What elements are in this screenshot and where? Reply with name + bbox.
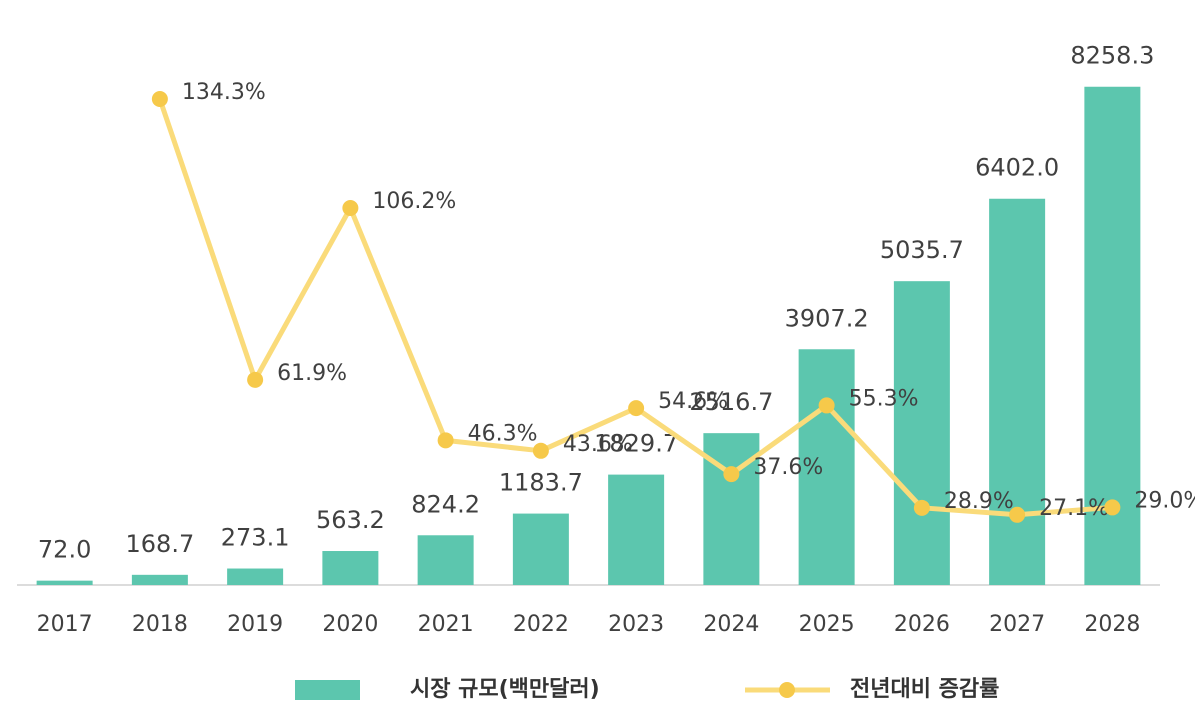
data-label: 72.0 — [38, 536, 91, 564]
data-label: 37.6% — [753, 455, 823, 480]
data-label: 27.1% — [1039, 496, 1109, 521]
data-label: 1183.7 — [499, 469, 583, 497]
data-label: 563.2 — [316, 506, 385, 534]
data-label: 1829.7 — [594, 430, 678, 458]
data-label: 28.9% — [944, 489, 1014, 514]
data-label: 168.7 — [126, 530, 195, 558]
line-marker — [532, 442, 549, 459]
bar — [512, 513, 569, 585]
x-tick-label: 2020 — [322, 612, 378, 637]
x-tick-label: 2023 — [608, 612, 664, 637]
line-marker — [437, 432, 454, 449]
legend-swatch-bar — [295, 680, 360, 700]
bar — [703, 433, 760, 585]
bar — [36, 580, 93, 585]
bar — [417, 535, 474, 585]
x-tick-label: 2028 — [1084, 612, 1140, 637]
data-label: 61.9% — [277, 361, 347, 386]
legend-label: 시장 규모(백만달러) — [410, 677, 600, 702]
data-label: 6402.0 — [975, 154, 1059, 182]
bar — [798, 349, 855, 585]
data-label: 3907.2 — [785, 304, 869, 332]
line-marker — [151, 91, 168, 108]
data-label: 273.1 — [221, 524, 290, 552]
bar — [322, 551, 379, 585]
line-marker — [342, 200, 359, 217]
data-label: 2516.7 — [689, 388, 773, 416]
x-tick-label: 2022 — [513, 612, 569, 637]
x-tick-label: 2019 — [227, 612, 283, 637]
line-marker — [818, 397, 835, 414]
bar — [608, 474, 665, 585]
data-label: 8258.3 — [1070, 42, 1154, 70]
bar — [989, 198, 1046, 585]
data-label: 106.2% — [372, 189, 456, 214]
bar — [227, 568, 284, 585]
line-marker — [723, 466, 740, 483]
bar — [893, 281, 950, 585]
data-label: 43.6% — [563, 432, 633, 457]
data-label: 46.3% — [468, 421, 538, 446]
x-tick-label: 2026 — [894, 612, 950, 637]
line-marker — [1009, 506, 1026, 523]
x-tick-label: 2027 — [989, 612, 1045, 637]
x-tick-label: 2025 — [799, 612, 855, 637]
data-label: 55.3% — [849, 386, 919, 411]
line-marker — [247, 371, 264, 388]
x-tick-label: 2024 — [703, 612, 759, 637]
line-marker — [913, 499, 930, 516]
x-tick-label: 2017 — [37, 612, 93, 637]
data-label: 824.2 — [411, 490, 480, 518]
legend-label: 전년대비 증감률 — [850, 677, 999, 702]
x-tick-label: 2021 — [418, 612, 474, 637]
legend-swatch-marker — [779, 682, 795, 698]
legend: 시장 규모(백만달러) 전년대비 증감률 — [295, 677, 999, 702]
data-label: 54.6% — [658, 389, 728, 414]
x-tick-label: 2018 — [132, 612, 188, 637]
data-label: 134.3% — [182, 80, 266, 105]
bar — [131, 574, 188, 585]
line-marker — [628, 400, 645, 417]
line-marker — [1104, 499, 1121, 516]
data-label: 29.0% — [1134, 488, 1195, 513]
data-label: 5035.7 — [880, 236, 964, 264]
